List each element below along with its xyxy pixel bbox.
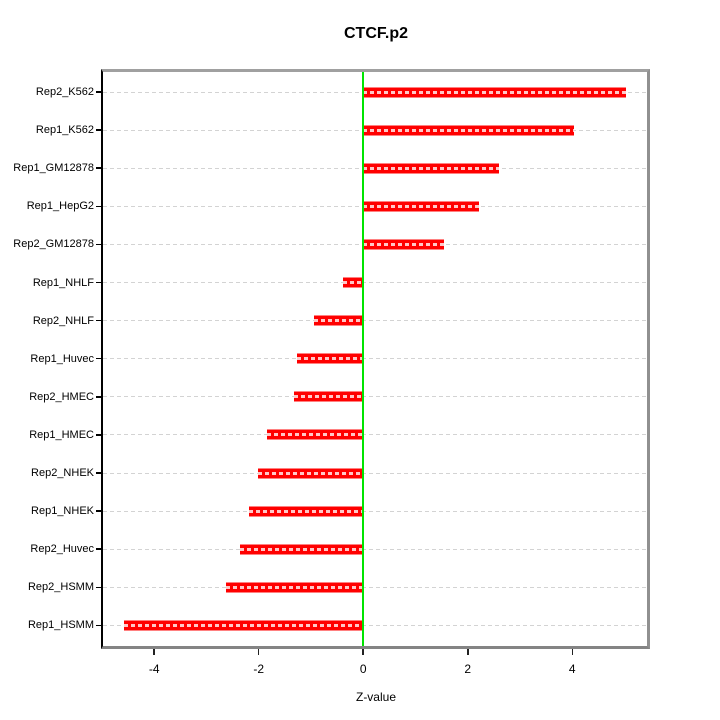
y-tick-label: Rep1_Huvec: [30, 352, 94, 365]
bar: [363, 124, 574, 136]
bar: [124, 619, 364, 631]
grid-line: [103, 358, 647, 360]
chart-title: CTCF.p2: [344, 25, 408, 42]
y-axis-tick: [96, 434, 101, 436]
bar: [296, 353, 364, 365]
grid-line: [103, 282, 647, 283]
y-tick-label: Rep1_HMEC: [29, 428, 94, 441]
x-axis-tick: [257, 649, 260, 655]
y-tick-label: Rep2_GM12878: [13, 238, 94, 251]
x-tick-label: 0: [359, 662, 367, 676]
y-tick-label: Rep2_HSMM: [27, 581, 94, 594]
y-axis-tick: [96, 243, 101, 246]
y-axis-tick: [96, 510, 101, 512]
bar: [314, 315, 364, 327]
bar: [248, 505, 364, 517]
y-tick-label: Rep2_K562: [35, 86, 94, 98]
bar: [294, 391, 364, 403]
bar: [363, 200, 480, 212]
y-axis-tick: [96, 91, 101, 93]
bar: [363, 162, 500, 174]
y-axis-tick: [96, 357, 101, 360]
grid-line: [103, 586, 647, 588]
y-tick-label: Rep1_K562: [35, 124, 94, 137]
x-axis-tick: [571, 649, 574, 655]
x-tick-label: -4: [148, 662, 160, 676]
bar: [258, 467, 364, 479]
grid-line: [103, 548, 647, 550]
y-axis-tick: [96, 396, 101, 398]
y-tick-label: Rep2_NHEK: [31, 467, 94, 479]
grid-line: [103, 510, 647, 512]
bar: [363, 86, 627, 98]
y-tick-label: Rep1_GM12878: [13, 162, 94, 175]
grid-line: [103, 320, 647, 322]
bar: [363, 238, 445, 250]
y-axis-tick: [96, 472, 101, 474]
x-axis-tick: [362, 649, 364, 655]
x-tick-label: 2: [464, 662, 472, 676]
bar: [343, 277, 364, 288]
x-axis-label: Z-value: [355, 690, 396, 704]
y-tick-label: Rep2_NHLF: [32, 314, 94, 327]
y-tick-label: Rep2_Huvec: [30, 543, 94, 556]
y-tick-label: Rep2_HMEC: [29, 390, 94, 403]
x-tick-label: -2: [253, 662, 265, 676]
y-axis-tick: [96, 281, 101, 284]
grid-line: [103, 396, 647, 398]
y-axis-tick: [96, 129, 101, 131]
y-axis-tick: [96, 167, 101, 169]
y-tick-label: Rep1_HSMM: [27, 619, 94, 632]
x-tick-label: 4: [568, 662, 576, 676]
x-axis-tick: [153, 649, 155, 655]
grid-line: [103, 472, 647, 474]
y-axis-tick: [96, 548, 101, 550]
y-tick-label: Rep1_NHLF: [32, 276, 94, 289]
grid-line: [103, 434, 647, 436]
zero-reference-line: [362, 72, 365, 646]
y-axis-tick: [96, 319, 101, 322]
y-tick-label: Rep1_HepG2: [26, 200, 94, 213]
y-tick-label: Rep1_NHEK: [31, 505, 94, 518]
bar: [266, 429, 364, 441]
bar: [225, 581, 364, 593]
x-axis-tick: [467, 649, 469, 655]
y-axis-tick: [96, 624, 101, 627]
plot-area: [101, 69, 650, 649]
bar: [239, 543, 364, 555]
y-axis-tick: [96, 586, 101, 589]
y-axis-tick: [96, 205, 101, 208]
grid-line: [103, 624, 647, 626]
